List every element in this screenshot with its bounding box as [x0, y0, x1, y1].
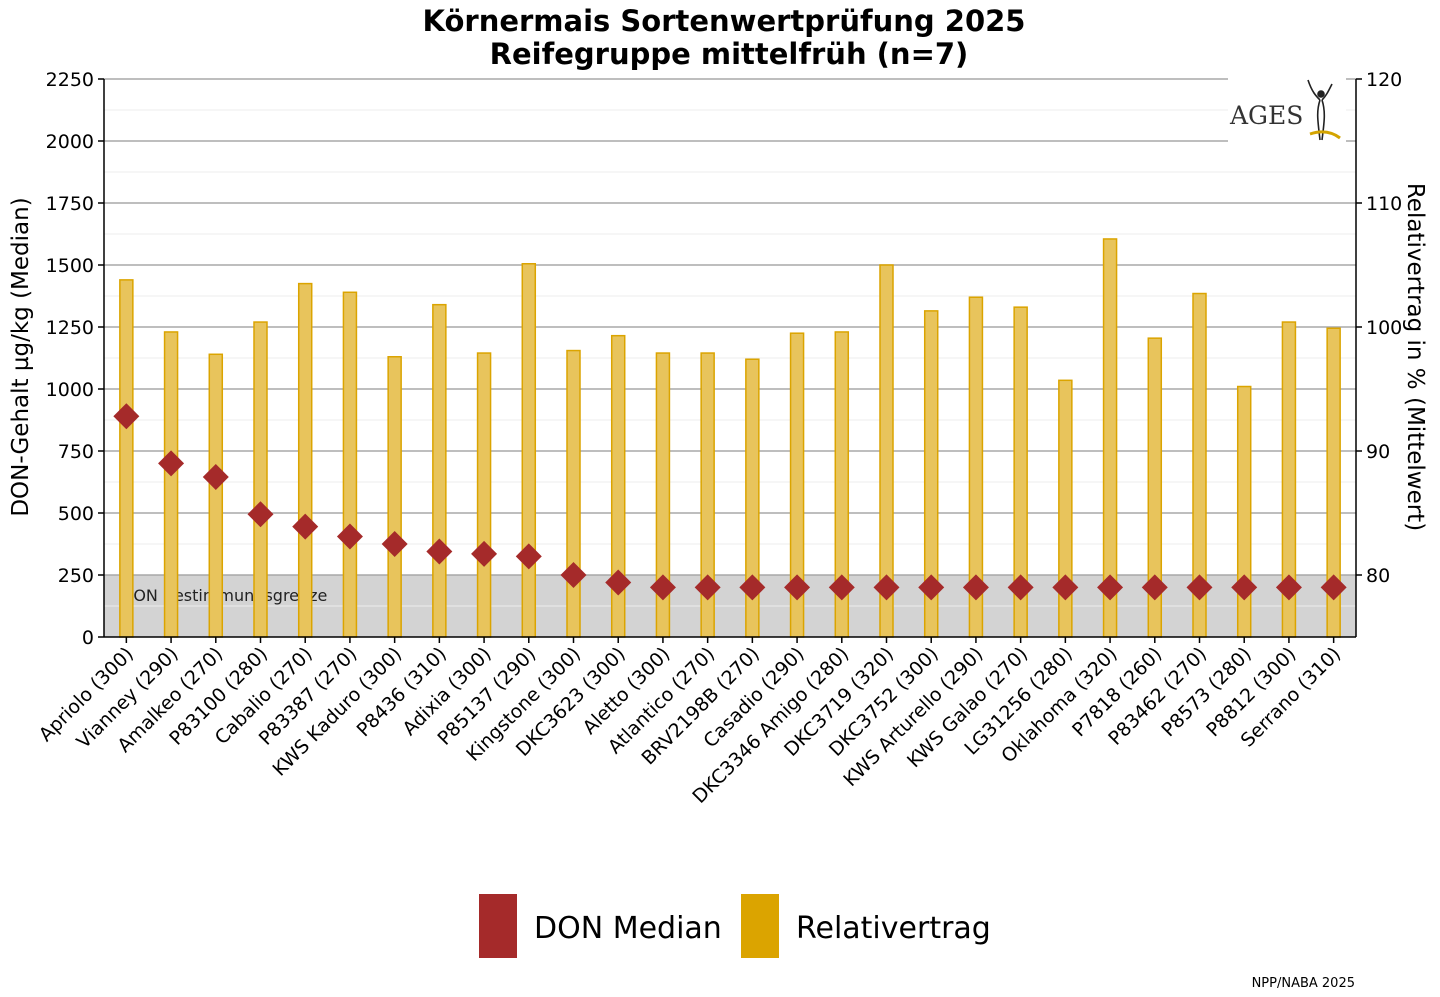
y-tick-label: 1000 — [46, 379, 94, 401]
legend-swatch-don — [479, 894, 517, 958]
logo-figure-icon — [1307, 79, 1333, 141]
marker-don-median — [739, 574, 766, 601]
y-tick-label: 1750 — [46, 193, 94, 215]
marker-don-median — [336, 523, 363, 550]
marker-don-median — [1320, 574, 1347, 601]
marker-don-median — [784, 574, 811, 601]
marker-don-median — [247, 501, 274, 528]
marker-don-median — [113, 403, 140, 430]
y-axis-right-ticks: 80 90 100 110 120 — [1356, 69, 1402, 587]
marker-don-median — [426, 538, 453, 565]
y-tick-label: 2000 — [46, 131, 94, 153]
marker-don-median — [1275, 574, 1302, 601]
marker-don-median — [1007, 574, 1034, 601]
marker-don-median — [1141, 574, 1168, 601]
bar-relativertrag — [432, 303, 447, 638]
axes — [103, 79, 1357, 638]
marker-don-median — [158, 450, 185, 477]
bar-relativertrag — [387, 356, 402, 638]
bars-relativertrag — [119, 238, 1341, 638]
legend-swatch-relativertrag — [741, 894, 779, 958]
y2-tick-label: 90 — [1366, 441, 1390, 463]
marker-don-median — [381, 531, 408, 557]
marker-don-median — [1186, 574, 1213, 601]
bar-relativertrag — [163, 331, 179, 638]
bar-relativertrag — [253, 321, 268, 638]
grid-lines — [104, 78, 1356, 607]
y-tick-label: 750 — [58, 441, 94, 463]
marker-don-median — [962, 574, 989, 601]
y-tick-label: 2250 — [46, 69, 94, 91]
markers-don-median — [113, 403, 1347, 601]
marker-don-median — [694, 574, 721, 601]
marker-don-median — [1231, 574, 1258, 601]
bar-relativertrag — [342, 291, 358, 638]
bar-relativertrag — [521, 263, 537, 638]
legend-label-don: DON Median — [534, 911, 722, 946]
chart-subtitle: Reifegruppe mittelfrüh (n=7) — [490, 37, 969, 71]
marker-don-median — [202, 464, 229, 491]
footer-note: NPP/NABA 2025 — [1252, 976, 1355, 991]
marker-don-median — [873, 574, 900, 601]
legend: DON Median Relativertrag — [479, 894, 991, 958]
x-axis-ticks: Apriolo (300)Vianney (290)Amalkeo (270)P… — [35, 637, 1345, 808]
marker-don-median — [1052, 574, 1079, 601]
y-axis-left-ticks: 0 250 500 750 1000 1250 1500 1750 2000 2250 — [46, 69, 104, 649]
y-tick-label: 250 — [58, 565, 94, 587]
logo-text: AGES — [1229, 101, 1303, 130]
y2-tick-label: 100 — [1366, 317, 1402, 339]
bar-relativertrag — [476, 352, 492, 638]
threshold-label: DON Bestimmungsgrenze — [121, 586, 327, 605]
marker-don-median — [649, 574, 676, 601]
marker-don-median — [605, 569, 632, 596]
marker-don-median — [515, 543, 542, 570]
marker-don-median — [471, 540, 498, 567]
marker-don-median — [828, 574, 855, 601]
ages-logo: AGES — [1228, 76, 1346, 144]
y2-tick-label: 110 — [1366, 193, 1402, 215]
legend-label-relativertrag: Relativertrag — [796, 911, 991, 946]
logo-swoosh-icon — [1309, 130, 1341, 140]
y-tick-label: 500 — [58, 503, 94, 525]
bar-relativertrag — [119, 279, 134, 638]
marker-don-median — [292, 513, 319, 540]
bar-relativertrag — [297, 282, 313, 638]
marker-don-median — [560, 562, 587, 588]
bar-relativertrag — [208, 353, 224, 638]
y-tick-label: 1500 — [46, 255, 94, 277]
y-axis-label-right: Relativertrag in % (Mittelwert) — [1402, 183, 1428, 531]
y-tick-label: 0 — [82, 627, 94, 649]
bar-relativertrag — [566, 349, 581, 638]
y-axis-label-left: DON-Gehalt µg/kg (Median) — [8, 197, 34, 516]
marker-don-median — [1097, 574, 1124, 601]
marker-don-median — [918, 574, 945, 601]
y-tick-label: 1250 — [46, 317, 94, 339]
chart-title: Körnermais Sortenwertprüfung 2025 — [423, 4, 1026, 38]
y2-tick-label: 120 — [1366, 69, 1402, 91]
y2-tick-label: 80 — [1366, 565, 1390, 587]
